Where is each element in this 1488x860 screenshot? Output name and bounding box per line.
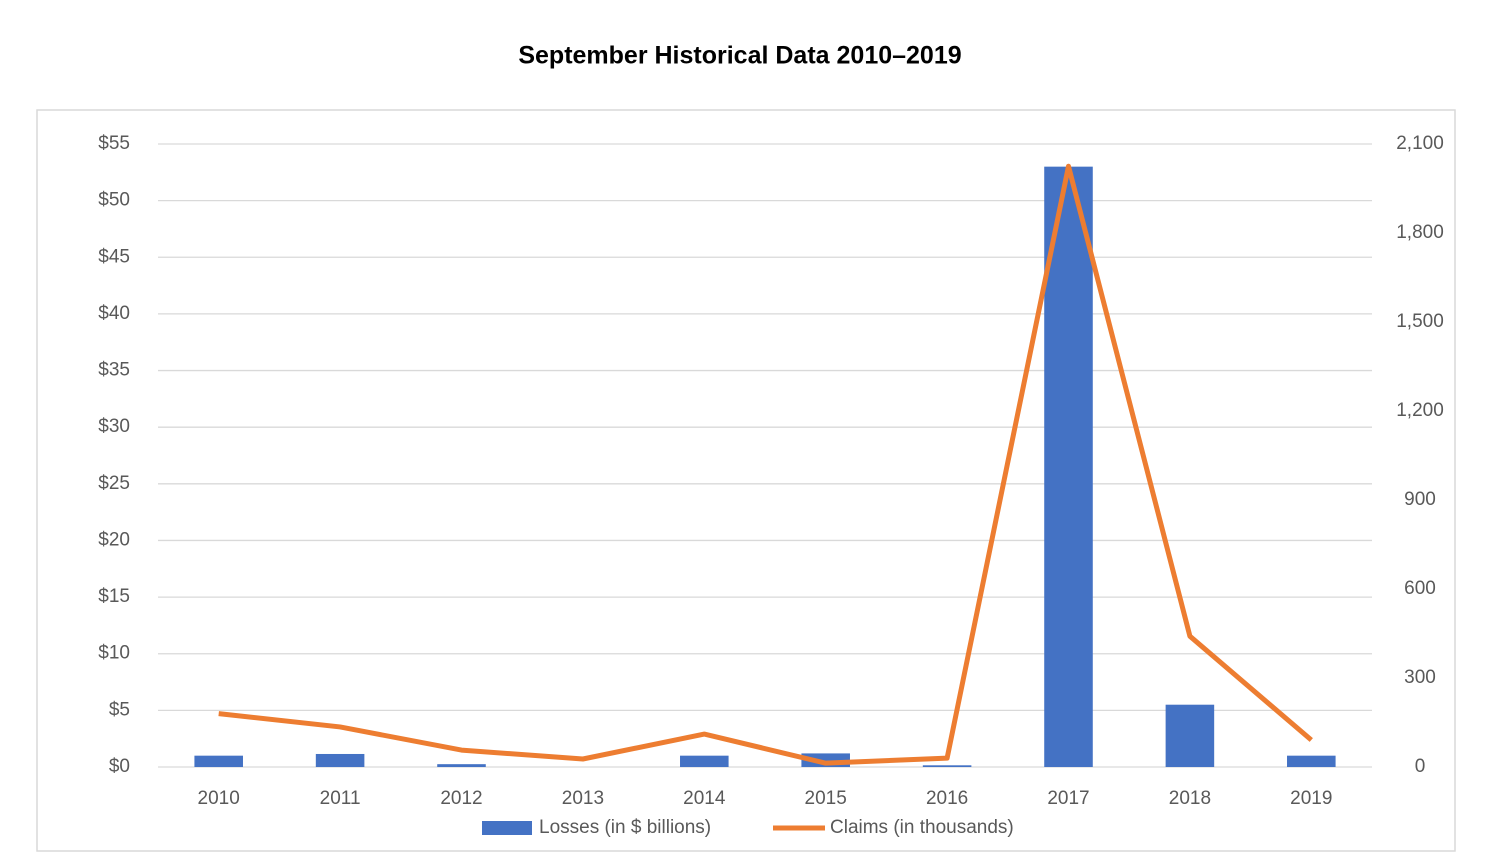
legend-label: Claims (in thousands) (830, 817, 1014, 838)
y2-tick-label: 1,800 (1396, 222, 1444, 243)
bar (437, 764, 486, 767)
x-tick-label: 2019 (1290, 788, 1332, 809)
bar (1287, 755, 1336, 767)
y-tick-label: $25 (98, 473, 130, 494)
x-tick-label: 2011 (320, 788, 361, 809)
y2-tick-label: 300 (1404, 667, 1436, 688)
chart-title: September Historical Data 2010–2019 (518, 42, 961, 70)
bar (1044, 166, 1093, 767)
bar (315, 753, 365, 767)
y-tick-label: $10 (98, 643, 130, 664)
bar (922, 765, 972, 767)
x-tick-label: 2016 (926, 788, 968, 809)
y2-tick-label: 2,100 (1396, 133, 1444, 154)
y-tick-label: $35 (98, 360, 130, 381)
y2-tick-label: 600 (1404, 578, 1436, 599)
y-tick-label: $40 (98, 303, 130, 324)
x-tick-label: 2017 (1047, 788, 1089, 809)
y-tick-label: $50 (98, 190, 130, 211)
x-tick-label: 2015 (805, 788, 847, 809)
bar (194, 755, 243, 767)
chart-frame (36, 109, 1456, 852)
y-tick-label: $30 (98, 416, 130, 437)
y2-tick-label: 0 (1415, 756, 1426, 777)
y2-tick-label: 1,500 (1396, 311, 1444, 332)
y2-tick-label: 900 (1404, 489, 1436, 510)
x-tick-label: 2010 (198, 788, 240, 809)
bar (680, 755, 729, 767)
x-tick-label: 2013 (562, 788, 604, 809)
y-tick-label: $45 (98, 246, 130, 267)
bar (1165, 704, 1215, 767)
x-tick-label: 2014 (683, 788, 726, 809)
y-tick-label: $0 (109, 756, 130, 777)
line (218, 163, 1313, 766)
y-tick-label: $15 (98, 586, 130, 607)
x-tick-label: 2012 (440, 788, 482, 809)
y-tick-label: $20 (98, 529, 130, 550)
y-tick-label: $5 (109, 699, 130, 720)
legend-label: Losses (in $ billions) (539, 817, 711, 838)
y-tick-label: $55 (98, 133, 130, 154)
x-tick-label: 2018 (1169, 788, 1211, 809)
y2-tick-label: 1,200 (1396, 400, 1444, 421)
legend-swatch (482, 821, 532, 835)
